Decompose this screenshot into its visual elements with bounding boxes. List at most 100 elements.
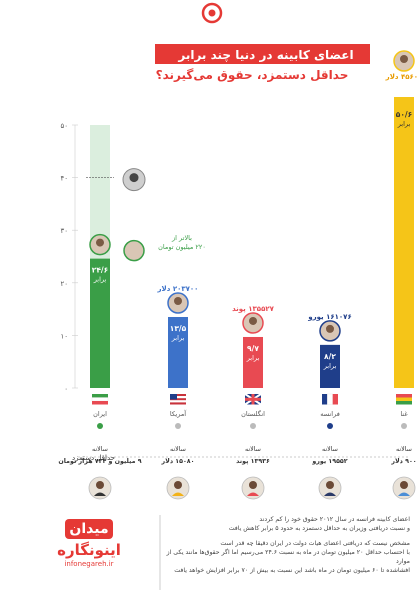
min-wage-prefix: سالانه xyxy=(396,446,412,453)
france-flag xyxy=(322,394,328,405)
min-wages: سالانه ۹ میلیون و ۷۲۴ هزار تومان سالانه ۱۵۰… xyxy=(58,446,416,465)
worker-avatar-head xyxy=(96,481,104,489)
worker-avatar-body xyxy=(398,492,410,496)
brand-logo: میدان xyxy=(65,519,113,539)
ghana-flag xyxy=(396,401,412,405)
bar-ratio-suffix: برابر xyxy=(246,354,260,362)
us-flag xyxy=(170,402,186,405)
note-line: مشخص نیست که دریافتی اعضای هیات دولت در … xyxy=(220,540,410,547)
target-icon xyxy=(201,2,223,24)
note-line: افشاشده تا ۶۰ میلیون تومان در ماه باشد ا… xyxy=(174,567,410,574)
country-emblem-icon xyxy=(250,423,256,429)
us-flag xyxy=(170,394,177,400)
min-wage-value: ۱۳۹۳۶ پوند xyxy=(236,458,270,465)
salary-label: ۴۵۶۰۰ دلار xyxy=(385,73,418,81)
brand-name: اینونگاره xyxy=(57,541,121,559)
note-line: و نسبت دریافتی وزیران به حداقل دستمزد به… xyxy=(228,525,410,532)
country-label: آمریکا xyxy=(170,409,187,418)
minister-avatar-head xyxy=(400,55,408,63)
minister-avatar-head xyxy=(326,324,334,333)
title-box xyxy=(155,44,370,64)
worker-avatar-body xyxy=(247,492,259,496)
brand-url: infonegareh.ir xyxy=(64,560,114,568)
bar-ratio-label: ۵۰/۶ xyxy=(396,110,412,119)
bar xyxy=(168,316,188,388)
ghana-flag xyxy=(396,397,412,401)
bar-ratio-label: ۲۴/۶ xyxy=(92,266,108,275)
country-label: ایران xyxy=(93,410,107,418)
country-emblem-icon xyxy=(175,423,181,429)
salary-label: ۲۰۳۷۰۰ دلار xyxy=(157,285,199,293)
iran-flag xyxy=(92,401,108,405)
worker-avatar-body xyxy=(324,492,336,496)
target-icon-center xyxy=(208,9,216,17)
france-flag xyxy=(327,393,333,405)
worker-avatar-head xyxy=(174,481,182,489)
salary-label: ۱۳۵۵۲۷ پوند xyxy=(232,305,275,313)
bar xyxy=(90,258,110,388)
bar-ratio-suffix: برابر xyxy=(323,362,337,370)
notes: اعضای کابینه فرانسه در سال ۲۰۱۲ حقوق خود… xyxy=(165,515,410,575)
min-wage-value: ۹ میلیون و ۷۲۴ هزار تومان xyxy=(58,458,141,465)
page-title-line2: حداقل دستمزد، حقوق می‌گیرند؟ xyxy=(156,68,349,83)
france-flag xyxy=(332,394,338,405)
bar-ratio-suffix: برابر xyxy=(93,276,107,284)
iran-annotation: بالاتر از xyxy=(171,234,192,242)
bar-ratio-suffix: برابر xyxy=(397,120,411,128)
min-wage-prefix: سالانه xyxy=(245,446,261,453)
worker-avatar-head xyxy=(326,481,334,489)
page-title-line1: اعضای کابینه در دنیا چند برابر xyxy=(177,48,353,62)
worker-avatar-head xyxy=(249,481,257,489)
country-label: غنا xyxy=(400,410,408,418)
bar-ratio-suffix: برابر xyxy=(171,334,185,342)
min-wage-prefix: سالانه xyxy=(92,446,108,453)
brand: میدان اینونگاره infonegareh.ir xyxy=(30,518,148,568)
bar-ratio-label: ۹/۷ xyxy=(247,344,259,353)
salary-label: ۱۶۱۰۷۶ یورو xyxy=(307,313,351,321)
flags: ایران آمریکا انگلستان فرانسه غنا xyxy=(91,393,412,429)
y-tick-label: ۵۰ xyxy=(60,122,68,130)
us-flag xyxy=(170,394,186,397)
worker-avatar-body xyxy=(94,492,106,496)
min-wage-prefix: سالانه xyxy=(170,446,186,453)
iran-flag xyxy=(91,397,109,402)
iran-range-band xyxy=(90,125,110,259)
y-axis: ۵۰ ۴۰ ۳۰ ۲۰ ۱۰ ۰ xyxy=(60,122,78,393)
us-flag xyxy=(170,400,186,403)
worker-avatars xyxy=(88,476,416,500)
minister-avatar-head xyxy=(129,173,139,183)
minister-avatar xyxy=(123,239,145,262)
bar xyxy=(243,336,263,388)
min-wage-prefix: سالانه xyxy=(322,446,338,453)
minister-avatar-head xyxy=(174,296,182,305)
note-line: با احتساب حداقل ۲۰ میلیون تومان در ماه ب… xyxy=(166,549,410,565)
uk-flag xyxy=(251,394,255,405)
country-label: فرانسه xyxy=(320,410,340,418)
iran-annotation: ۲۲۰ میلیون تومان xyxy=(158,243,206,251)
y-tick-label: ۳۰ xyxy=(60,227,68,235)
country-emblem-icon xyxy=(97,423,103,429)
y-tick-label: ۰ xyxy=(64,385,68,393)
bar xyxy=(320,344,340,388)
country-emblem-icon xyxy=(327,423,333,429)
min-wage-value: ۱۵۰۸۰ دلار xyxy=(161,458,195,465)
iran-flag xyxy=(92,394,108,398)
bar-ratio-label: ۸/۲ xyxy=(324,352,336,361)
bar-ratio-label: ۱۳/۵ xyxy=(170,324,187,333)
min-wage-value: ۹۰۰ دلار xyxy=(390,458,416,465)
us-flag xyxy=(170,396,186,399)
min-wage-row: حداقل دستمزد xyxy=(72,454,410,462)
y-tick-label: ۲۰ xyxy=(60,280,68,288)
us-flag xyxy=(170,398,186,401)
bar xyxy=(394,97,414,388)
minister-avatar-head xyxy=(249,316,257,325)
min-wage-label: حداقل دستمزد xyxy=(72,454,115,462)
ghana-flag xyxy=(396,394,412,398)
worker-avatar-body xyxy=(172,492,184,496)
country-emblem-icon xyxy=(401,423,407,429)
y-tick-label: ۴۰ xyxy=(60,175,68,183)
note-line: اعضای کابینه فرانسه در سال ۲۰۱۲ حقوق خود… xyxy=(259,516,410,523)
header: اعضای کابینه در دنیا چند برابر حداقل دست… xyxy=(155,2,370,83)
